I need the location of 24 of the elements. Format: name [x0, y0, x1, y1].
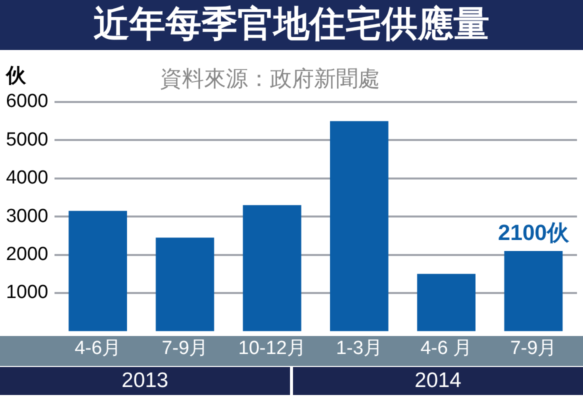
- bar: [156, 238, 214, 332]
- y-tick-label: 3000: [6, 206, 48, 227]
- bar: [330, 121, 388, 332]
- text: 2014: [290, 367, 583, 395]
- bar: [417, 274, 476, 332]
- source-note: 資料來源：政府新聞處: [160, 66, 380, 94]
- y-tick-label: 2000: [6, 244, 48, 266]
- y-axis-title: 伙: [6, 62, 26, 89]
- bar: [68, 210, 128, 332]
- x-tick-label: 1-3月: [336, 338, 382, 359]
- y-tick-label: 1000: [6, 282, 48, 304]
- y-tick-label: 5000: [6, 129, 48, 150]
- y-tick-label: 6000: [6, 91, 48, 112]
- x-tick-label: 4-6月: [74, 338, 122, 359]
- text: 2013: [120, 368, 170, 394]
- bar: [504, 250, 563, 332]
- x-tick-label: 10-12月: [238, 338, 306, 359]
- x-tick-label: 4-6 月: [420, 338, 472, 359]
- x-tick-label: 7-9月: [162, 338, 208, 359]
- x-tick-label: 7-9月: [510, 338, 557, 359]
- bar: [242, 205, 302, 332]
- data-label: 2100伙: [498, 220, 570, 246]
- chart-title: 近年每季官地住宅供應量: [0, 0, 583, 50]
- y-tick-label: 4000: [6, 168, 48, 189]
